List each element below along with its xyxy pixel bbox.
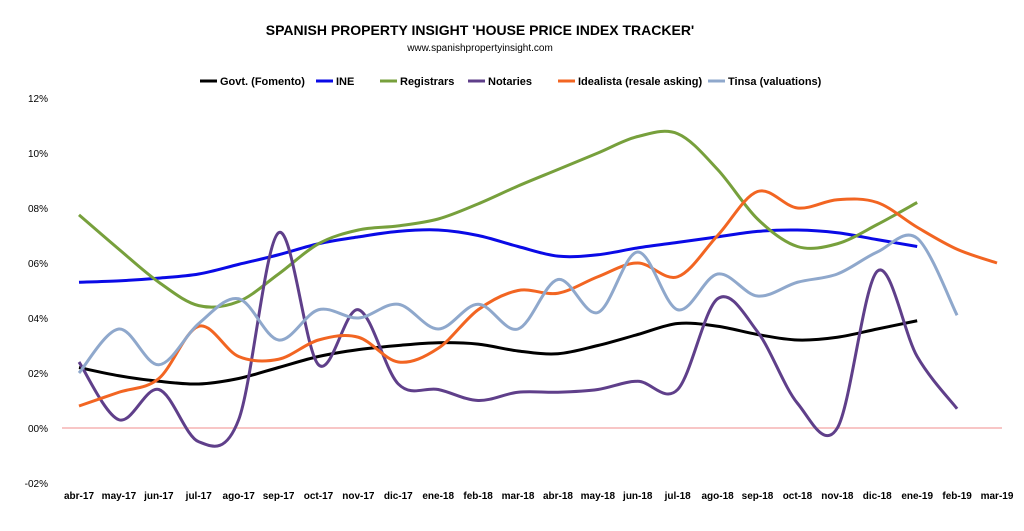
series-line-5 xyxy=(77,233,959,375)
chart-subtitle: www.spanishpropertyinsight.com xyxy=(406,43,553,54)
legend: Govt. (Fomento) INE Registrars Notaries Idea… xyxy=(200,76,822,88)
series-line-4 xyxy=(78,189,998,408)
x-tick-label: nov-17 xyxy=(342,491,375,502)
x-tick-label: dic-17 xyxy=(384,491,413,502)
x-tick-label: nov-18 xyxy=(821,491,854,502)
y-tick-label: 00% xyxy=(28,424,48,435)
y-tick-label: 08% xyxy=(28,204,48,215)
y-tick-label: -02% xyxy=(25,479,48,490)
series-lines xyxy=(77,129,998,448)
x-tick-label: abr-18 xyxy=(543,491,573,502)
legend-label: Idealista (resale asking) xyxy=(578,76,702,88)
x-tick-label: ene-18 xyxy=(422,491,454,502)
legend-label: Notaries xyxy=(488,76,532,88)
x-tick-label: ago-17 xyxy=(223,491,256,502)
x-tick-label: may-17 xyxy=(102,491,137,502)
x-tick-label: sep-18 xyxy=(742,491,774,502)
axes: -02% 00% 02% 04% 06% 08% 10% 12% abr-17 may-17 jun… xyxy=(25,94,1014,502)
x-tick-label: jul-18 xyxy=(664,491,692,502)
x-tick-label: abr-17 xyxy=(64,491,94,502)
y-tick-label: 10% xyxy=(28,149,48,160)
series-line-0 xyxy=(78,319,918,386)
legend-label: Govt. (Fomento) xyxy=(220,76,305,88)
legend-label: INE xyxy=(336,76,354,88)
y-tick-label: 12% xyxy=(28,94,48,105)
series-line-3 xyxy=(77,231,959,448)
chart-title: SPANISH PROPERTY INSIGHT 'HOUSE PRICE IN… xyxy=(266,22,695,38)
x-tick-label: sep-17 xyxy=(263,491,295,502)
y-tick-label: 04% xyxy=(28,314,48,325)
x-tick-label: dic-18 xyxy=(863,491,892,502)
x-tick-label: oct-18 xyxy=(783,491,813,502)
legend-label: Tinsa (valuations) xyxy=(728,76,822,88)
x-tick-label: jun-17 xyxy=(143,491,174,502)
series-line-2 xyxy=(78,129,918,309)
x-tick-label: may-18 xyxy=(581,491,616,502)
x-tick-label: jun-18 xyxy=(622,491,653,502)
x-tick-label: mar-18 xyxy=(502,491,535,502)
legend-label: Registrars xyxy=(400,76,454,88)
y-tick-label: 06% xyxy=(28,259,48,270)
x-tick-label: oct-17 xyxy=(304,491,334,502)
x-tick-label: jul-17 xyxy=(185,491,213,502)
x-tick-label: ago-18 xyxy=(701,491,734,502)
x-tick-label: feb-18 xyxy=(463,491,493,502)
y-tick-label: 02% xyxy=(28,369,48,380)
series-line-1 xyxy=(78,228,918,284)
x-tick-label: mar-19 xyxy=(981,491,1014,502)
x-tick-label: feb-19 xyxy=(942,491,972,502)
x-tick-label: ene-19 xyxy=(901,491,933,502)
